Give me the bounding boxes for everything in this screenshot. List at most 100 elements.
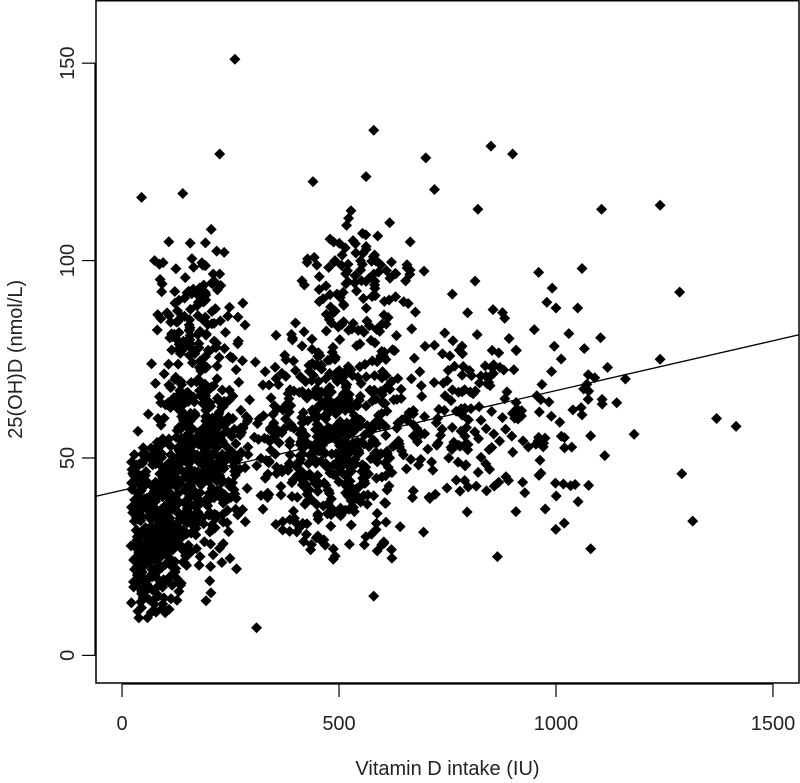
data-point <box>230 364 242 376</box>
data-point <box>486 405 498 417</box>
data-point <box>406 492 418 504</box>
data-point <box>326 346 338 358</box>
data-point <box>380 369 392 381</box>
data-point <box>152 412 164 424</box>
data-point <box>426 456 438 468</box>
data-point <box>306 333 318 345</box>
data-point <box>329 550 341 562</box>
data-point <box>480 458 492 470</box>
data-point <box>193 559 205 571</box>
data-point <box>340 278 352 290</box>
data-point <box>387 344 399 356</box>
data-point <box>199 494 211 506</box>
data-point <box>447 335 459 347</box>
data-point <box>259 366 271 378</box>
data-point <box>396 414 408 426</box>
data-point <box>456 369 468 381</box>
data-point <box>133 612 145 624</box>
data-point <box>531 390 543 402</box>
data-point <box>507 446 519 458</box>
data-point <box>436 423 448 435</box>
data-point <box>160 470 172 482</box>
data-point <box>360 371 372 383</box>
data-point <box>269 361 281 373</box>
data-point <box>188 396 200 408</box>
data-point <box>385 256 397 268</box>
data-points <box>125 53 742 634</box>
data-point <box>317 500 329 512</box>
data-point <box>343 324 355 336</box>
data-point <box>184 431 196 443</box>
data-point <box>251 622 263 634</box>
data-point <box>283 457 295 469</box>
data-point <box>370 517 382 529</box>
data-point <box>297 407 309 419</box>
data-point <box>275 489 287 501</box>
data-point <box>276 427 288 439</box>
data-point <box>654 353 666 365</box>
data-point <box>233 376 245 388</box>
data-point <box>239 516 251 528</box>
data-point <box>357 472 369 484</box>
data-point <box>347 235 359 247</box>
data-point <box>583 385 595 397</box>
data-point <box>191 449 203 461</box>
data-point <box>407 485 419 497</box>
data-point <box>390 268 402 280</box>
data-point <box>263 379 275 391</box>
data-point <box>284 525 296 537</box>
data-point <box>165 382 177 394</box>
data-point <box>285 400 297 412</box>
data-point <box>313 296 325 308</box>
data-point <box>273 437 285 449</box>
data-point <box>498 364 510 376</box>
data-point <box>371 323 383 335</box>
data-point <box>216 557 228 569</box>
data-point <box>441 482 453 494</box>
data-point <box>355 264 367 276</box>
data-point <box>151 324 163 336</box>
data-point <box>411 436 423 448</box>
data-point <box>368 124 380 136</box>
data-point <box>446 421 458 433</box>
data-point <box>355 414 367 426</box>
data-point <box>301 256 313 268</box>
data-point <box>190 376 202 388</box>
data-point <box>175 375 187 387</box>
data-point <box>315 359 327 371</box>
data-point <box>303 365 315 377</box>
data-point <box>491 551 503 563</box>
data-point <box>506 430 518 442</box>
data-point <box>232 311 244 323</box>
data-point <box>494 435 506 447</box>
data-point <box>204 575 216 587</box>
data-point <box>173 422 185 434</box>
data-point <box>296 340 308 352</box>
data-point <box>363 441 375 453</box>
data-point <box>213 542 225 554</box>
data-point <box>173 457 185 469</box>
data-point <box>207 524 219 536</box>
data-point <box>190 529 202 541</box>
data-point <box>569 478 581 490</box>
data-point <box>439 327 451 339</box>
data-point <box>424 493 436 505</box>
data-point <box>242 449 254 461</box>
data-point <box>129 563 141 575</box>
data-point <box>223 411 235 423</box>
data-point <box>146 488 158 500</box>
data-point <box>428 184 440 196</box>
y-tick-label: 50 <box>57 447 79 469</box>
data-point <box>323 261 335 273</box>
data-point <box>148 564 160 576</box>
data-point <box>336 249 348 261</box>
data-point <box>295 436 307 448</box>
data-point <box>466 370 478 382</box>
data-point <box>454 440 466 452</box>
data-point <box>420 152 432 164</box>
data-point <box>427 464 439 476</box>
data-point <box>200 329 212 341</box>
data-point <box>557 478 569 490</box>
data-point <box>219 326 231 338</box>
x-axis-label: Vitamin D intake (IU) <box>355 758 539 780</box>
